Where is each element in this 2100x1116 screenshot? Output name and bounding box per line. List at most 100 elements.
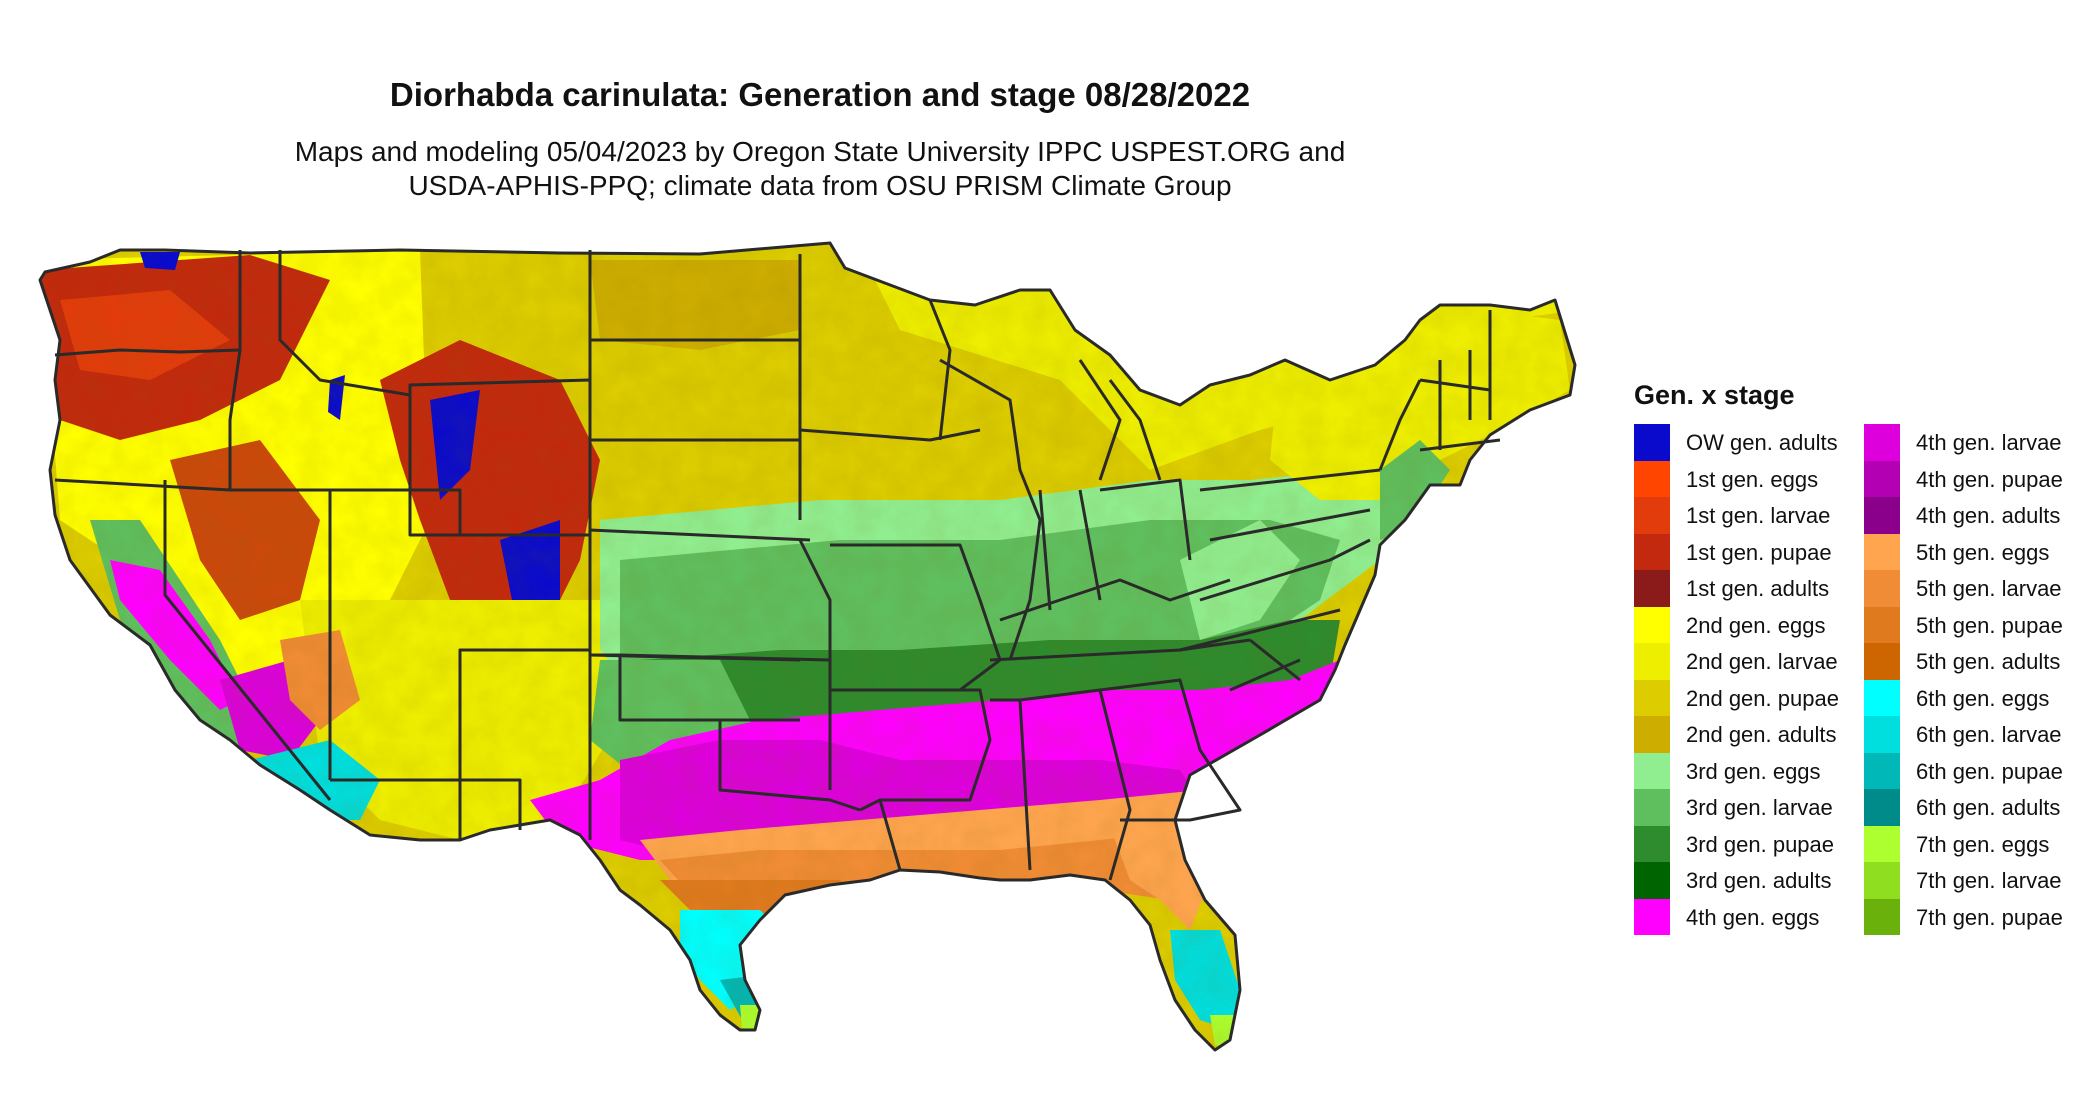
- legend-label: 2nd gen. pupae: [1686, 685, 1839, 711]
- legend-label: 4th gen. pupae: [1916, 466, 2063, 492]
- legend-column-2: 4th gen. larvae 4th gen. pupae 4th gen. ad…: [1864, 424, 2094, 935]
- legend-label: 2nd gen. adults: [1686, 722, 1837, 747]
- legend-label: 5th gen. larvae: [1916, 576, 2062, 601]
- legend-swatch: [1634, 789, 1670, 826]
- legend-swatch: [1634, 570, 1670, 607]
- wa-or-border: [54, 348, 241, 357]
- legend-label: 6th gen. eggs: [1916, 685, 2050, 711]
- legend-label: 6th gen. pupae: [1916, 758, 2063, 784]
- az-nm: [330, 650, 522, 840]
- ar-la: [859, 688, 992, 871]
- pa-ny: [1199, 379, 1422, 542]
- tx-ok-red: [718, 720, 861, 812]
- legend-swatch: [1634, 716, 1670, 753]
- map-title: Diorhabda carinulata: Generation and sta…: [389, 76, 1251, 113]
- legend-label: 2nd gen. larvae: [1686, 649, 1838, 674]
- legend-swatch: [1634, 424, 1670, 461]
- legend-swatch: [1634, 862, 1670, 899]
- legend-item: 4th gen. pupae: [1864, 460, 2094, 497]
- legend-label: 2nd gen. eggs: [1686, 612, 1826, 638]
- legend-item: 5th gen. larvae: [1864, 570, 2094, 607]
- legend-swatch: [1864, 752, 1900, 789]
- legend-item: 3rd gen. eggs: [1634, 752, 1864, 789]
- state-boundaries: [38, 241, 1577, 1052]
- nc-sc-va: [1179, 538, 1371, 692]
- mt-dakotas: [588, 250, 802, 520]
- legend-swatch: [1864, 460, 1900, 497]
- legend-item: 5th gen. pupae: [1864, 606, 2094, 643]
- legend-swatch: [1864, 862, 1900, 899]
- legend-item: 2nd gen. larvae: [1634, 643, 1864, 680]
- legend-item: 4th gen. larvae: [1864, 424, 2094, 461]
- ca-nv-border: [163, 480, 332, 801]
- legend-label: 7th gen. larvae: [1916, 868, 2062, 893]
- legend-item: OW gen. adults: [1634, 424, 1864, 461]
- legend-swatch: [1634, 533, 1670, 570]
- subtitle-line-1: Maps and modeling 05/04/2023 by Oregon S…: [294, 136, 1346, 167]
- legend-item: 1st gen. adults: [1634, 570, 1864, 607]
- or-south-border: [54, 478, 231, 492]
- new-england: [1419, 310, 1501, 452]
- ga-fl: [1099, 678, 1242, 822]
- legend-title: Gen. x stage: [1634, 380, 1795, 410]
- legend-swatch: [1864, 679, 1900, 716]
- legend-swatch: [1634, 643, 1670, 680]
- legend-swatch: [1634, 460, 1670, 497]
- legend-label: 4th gen. eggs: [1686, 904, 1820, 930]
- legend-label: 5th gen. adults: [1916, 649, 2061, 674]
- national-border: [38, 241, 1577, 1052]
- legend-item: 6th gen. pupae: [1864, 752, 2094, 789]
- legend-label: 3rd gen. larvae: [1686, 795, 1833, 820]
- legend-label: 6th gen. adults: [1916, 795, 2061, 820]
- legend-swatch: [1864, 497, 1900, 534]
- legend-swatch: [1634, 752, 1670, 789]
- legend-item: 5th gen. adults: [1864, 643, 2094, 680]
- legend-swatch: [1864, 424, 1900, 461]
- legend-item: 7th gen. larvae: [1864, 862, 2094, 899]
- legend-swatch: [1864, 606, 1900, 643]
- sd-ne: [589, 438, 811, 542]
- legend-swatch: [1634, 898, 1670, 935]
- legend-label: 4th gen. adults: [1916, 503, 2061, 528]
- legend-item: 2nd gen. eggs: [1634, 606, 1864, 643]
- legend-label: 5th gen. pupae: [1916, 612, 2063, 638]
- us-generation-stage-map: [38, 241, 1577, 1052]
- legend-swatch: [1634, 679, 1670, 716]
- legend-swatch: [1864, 533, 1900, 570]
- legend-label: 4th gen. larvae: [1916, 430, 2062, 455]
- id-west-border: [228, 250, 242, 490]
- legend-swatch: [1634, 606, 1670, 643]
- legend-item: 3rd gen. adults: [1634, 862, 1864, 899]
- legend-label: 1st gen. larvae: [1686, 503, 1831, 528]
- legend-item: 1st gen. eggs: [1634, 460, 1864, 497]
- legend-label: 7th gen. eggs: [1916, 831, 2050, 857]
- legend-swatch: [1634, 497, 1670, 534]
- legend-swatch: [1864, 643, 1900, 680]
- legend-swatch: [1634, 825, 1670, 862]
- ms-al: [990, 688, 1132, 881]
- mi: [1078, 359, 1162, 481]
- legend-label: 1st gen. pupae: [1686, 539, 1832, 565]
- legend-swatch: [1864, 898, 1900, 935]
- legend-item: 6th gen. eggs: [1864, 679, 2094, 716]
- legend-label: 3rd gen. eggs: [1686, 758, 1821, 784]
- legend-item: 1st gen. pupae: [1634, 533, 1864, 570]
- legend-item: 7th gen. eggs: [1864, 825, 2094, 862]
- legend-item: 6th gen. larvae: [1864, 716, 2094, 753]
- legend-item: 1st gen. larvae: [1634, 497, 1864, 534]
- legend-item: 4th gen. eggs: [1634, 898, 1864, 935]
- legend-item: 4th gen. adults: [1864, 497, 2094, 534]
- map-subtitle: Maps and modeling 05/04/2023 by Oregon S…: [0, 135, 1640, 203]
- legend-swatch: [1864, 570, 1900, 607]
- subtitle-line-2: USDA-APHIS-PPQ; climate data from OSU PR…: [408, 170, 1232, 201]
- legend-item: 2nd gen. pupae: [1634, 679, 1864, 716]
- legend-label: 3rd gen. pupae: [1686, 831, 1835, 857]
- legend-swatch: [1864, 825, 1900, 862]
- legend-item: 3rd gen. pupae: [1634, 825, 1864, 862]
- legend-item: 6th gen. adults: [1864, 789, 2094, 826]
- legend-swatch: [1864, 716, 1900, 753]
- legend-label: 1st gen. adults: [1686, 576, 1830, 601]
- legend-item: 7th gen. pupae: [1864, 898, 2094, 935]
- legend-swatch: [1864, 789, 1900, 826]
- nm-tx: [588, 650, 800, 840]
